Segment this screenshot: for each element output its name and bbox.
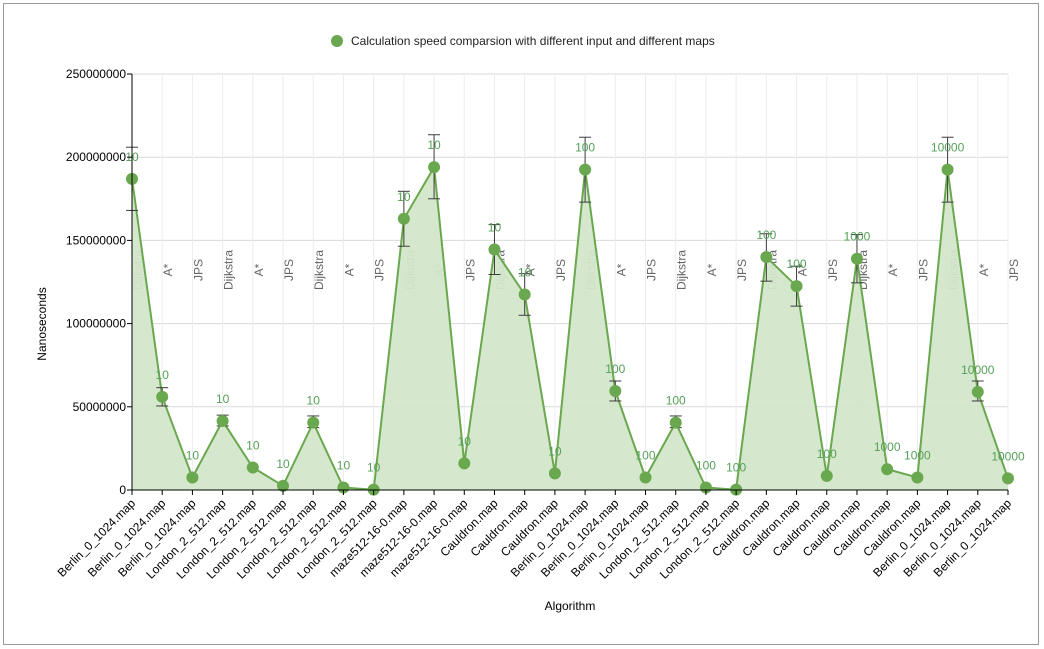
algorithm-label: JPS bbox=[282, 259, 296, 281]
algorithm-label: A* bbox=[886, 263, 900, 276]
axes bbox=[131, 74, 1008, 491]
data-point bbox=[307, 416, 320, 429]
input-size-label: 100 bbox=[787, 257, 807, 271]
legend-label: Calculation speed comparsion with differ… bbox=[351, 34, 715, 48]
input-size-label: 100 bbox=[696, 459, 716, 473]
algorithm-label: JPS bbox=[191, 259, 205, 281]
data-point bbox=[548, 467, 561, 480]
data-point bbox=[971, 385, 984, 398]
algorithm-label: A* bbox=[977, 263, 991, 276]
data-point bbox=[760, 251, 773, 264]
input-size-label: 1000 bbox=[904, 449, 931, 463]
input-size-label: 100 bbox=[756, 228, 776, 242]
y-axis-title: Nanoseconds bbox=[35, 287, 49, 360]
data-point bbox=[337, 481, 350, 494]
input-size-label: 10 bbox=[488, 221, 502, 235]
input-size-label: 10 bbox=[246, 439, 260, 453]
algorithm-label: A* bbox=[524, 263, 538, 276]
data-point bbox=[518, 288, 531, 301]
algorithm-label: JPS bbox=[554, 259, 568, 281]
input-size-label: 10 bbox=[548, 444, 562, 458]
x-axis-ticks: Berlin_0_1024.mapBerlin_0_1024.mapBerlin… bbox=[55, 490, 1014, 582]
algorithm-label: JPS bbox=[735, 259, 749, 281]
input-size-label: 10 bbox=[337, 459, 351, 473]
data-point bbox=[428, 161, 441, 174]
input-size-label: 10 bbox=[156, 368, 170, 382]
data-point bbox=[699, 481, 712, 494]
input-size-label: 100 bbox=[636, 449, 656, 463]
data-point bbox=[881, 463, 894, 476]
data-point bbox=[941, 163, 954, 176]
data-point bbox=[216, 414, 229, 427]
input-size-label: 10 bbox=[307, 394, 321, 408]
data-point bbox=[669, 416, 682, 429]
algorithm-label: JPS bbox=[645, 259, 659, 281]
input-size-label: 100 bbox=[605, 362, 625, 376]
y-axis-ticks: 0 50000000 100000000 150000000 200000000 2500… bbox=[66, 67, 132, 497]
input-size-label: 10 bbox=[367, 461, 381, 475]
input-size-label: 100 bbox=[817, 447, 837, 461]
input-size-label: 10 bbox=[397, 190, 411, 204]
data-point bbox=[911, 471, 924, 484]
y-tick-label: 0 bbox=[119, 483, 126, 497]
input-size-labels: 1010101010101010101010101010101001001001… bbox=[125, 138, 1025, 474]
algorithm-label: Dijkstra bbox=[675, 250, 689, 290]
input-size-label: 10000 bbox=[931, 141, 965, 155]
y-tick-label: 100000000 bbox=[66, 317, 126, 331]
algorithm-label: A* bbox=[161, 263, 175, 276]
legend-swatch bbox=[331, 35, 343, 47]
input-size-label: 1000 bbox=[874, 440, 901, 454]
algorithm-label: A* bbox=[252, 263, 266, 276]
algorithm-label: Dijkstra bbox=[312, 250, 326, 290]
algorithm-label: JPS bbox=[826, 259, 840, 281]
input-size-label: 10000 bbox=[961, 363, 995, 377]
algorithm-label: A* bbox=[614, 263, 628, 276]
data-point bbox=[397, 212, 410, 225]
algorithm-label: Dijkstra bbox=[222, 250, 236, 290]
input-size-label: 1000 bbox=[844, 230, 871, 244]
input-size-label: 10 bbox=[216, 392, 230, 406]
input-size-label: 100 bbox=[575, 141, 595, 155]
data-point bbox=[186, 471, 199, 484]
data-point bbox=[820, 469, 833, 482]
input-size-label: 10 bbox=[518, 265, 532, 279]
data-point bbox=[156, 390, 169, 403]
algorithm-label: A* bbox=[342, 263, 356, 276]
data-point bbox=[458, 457, 471, 470]
algorithm-label: JPS bbox=[916, 259, 930, 281]
algorithm-label: JPS bbox=[1007, 259, 1021, 281]
input-size-label: 10 bbox=[186, 449, 200, 463]
algorithm-label: JPS bbox=[373, 259, 387, 281]
algorithm-label: JPS bbox=[463, 259, 477, 281]
data-point bbox=[488, 243, 501, 256]
input-size-label: 10 bbox=[458, 434, 472, 448]
y-tick-label: 150000000 bbox=[66, 233, 126, 247]
data-point bbox=[579, 163, 592, 176]
input-size-label: 10000 bbox=[991, 449, 1025, 463]
y-tick-label: 50000000 bbox=[73, 400, 127, 414]
input-size-label: 10 bbox=[276, 457, 290, 471]
input-size-label: 10 bbox=[427, 138, 441, 152]
data-point bbox=[277, 479, 290, 492]
algorithm-label: A* bbox=[705, 263, 719, 276]
y-tick-label: 250000000 bbox=[66, 67, 126, 81]
data-point bbox=[246, 461, 259, 474]
input-size-label: 100 bbox=[726, 461, 746, 475]
legend[interactable]: Calculation speed comparsion with differ… bbox=[331, 34, 715, 48]
data-point bbox=[850, 252, 863, 265]
data-point bbox=[639, 471, 652, 484]
y-tick-label: 200000000 bbox=[66, 150, 126, 164]
data-point bbox=[609, 384, 622, 397]
input-size-label: 100 bbox=[666, 394, 686, 408]
data-point bbox=[790, 280, 803, 293]
x-axis-title: Algorithm bbox=[545, 599, 596, 613]
data-points bbox=[126, 161, 1014, 496]
data-point bbox=[1002, 472, 1014, 485]
